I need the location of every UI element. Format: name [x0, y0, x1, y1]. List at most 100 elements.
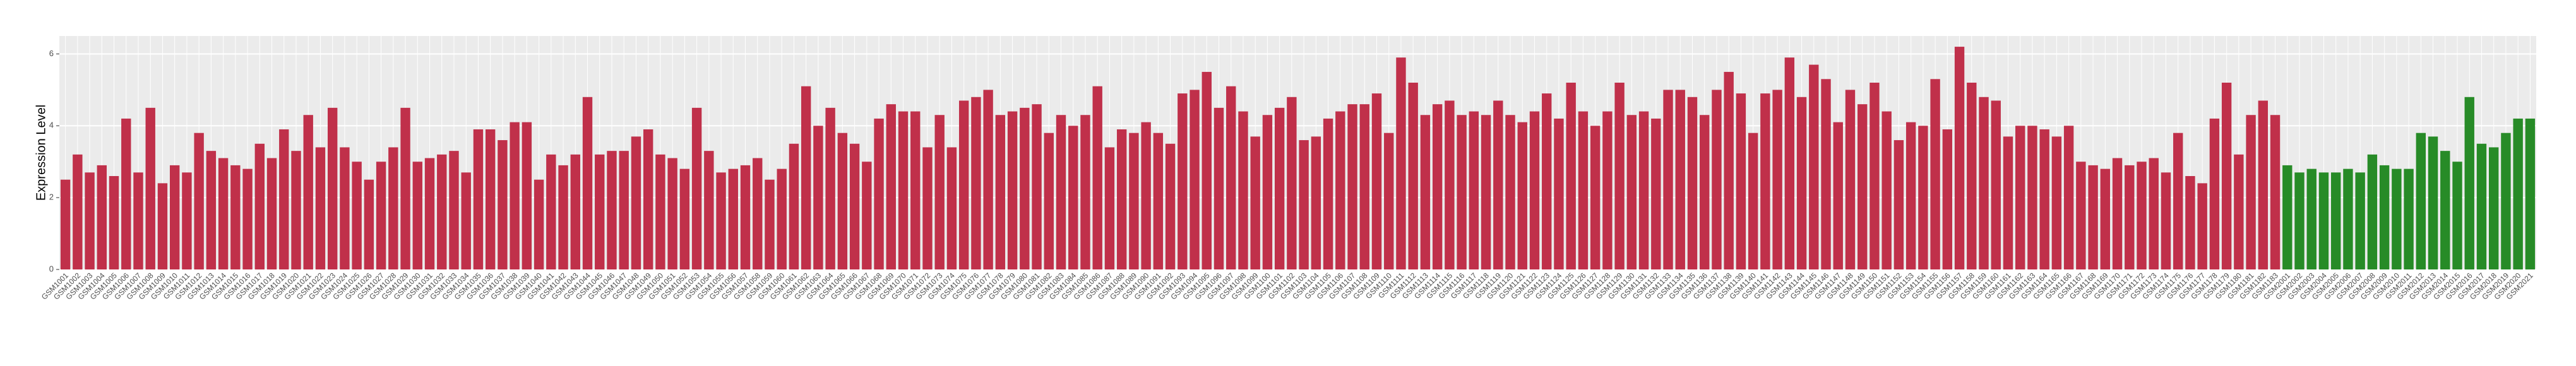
bar [218, 158, 229, 269]
bar [266, 158, 277, 269]
bar [1724, 71, 1734, 269]
bar [97, 165, 107, 269]
bar [607, 151, 617, 269]
bar [886, 104, 896, 269]
bar [1371, 93, 1382, 270]
bar [1396, 57, 1406, 270]
bar [1311, 136, 1321, 269]
bar [400, 107, 410, 269]
bar [1979, 97, 1989, 269]
bar [1080, 115, 1090, 269]
bar [1529, 111, 1540, 269]
bar [971, 97, 981, 269]
bar [2306, 168, 2317, 269]
bar [1445, 100, 1455, 269]
bar [910, 111, 921, 269]
bar [2137, 162, 2147, 269]
bar [1020, 107, 1030, 269]
bar [1881, 111, 1892, 269]
bar [2270, 115, 2281, 269]
bar [169, 165, 180, 269]
bar [2464, 97, 2474, 269]
y-tick-label: 0 [49, 264, 54, 273]
bar [534, 179, 544, 269]
bar [1335, 111, 1345, 269]
bar [485, 129, 496, 269]
bar [412, 162, 422, 269]
bar [1905, 122, 1916, 269]
bar [1857, 104, 1868, 269]
y-tick-label: 2 [49, 192, 54, 202]
bar [109, 176, 119, 269]
bar [1384, 133, 1394, 269]
bar [2476, 143, 2487, 269]
bar [753, 158, 763, 269]
bar [934, 115, 945, 269]
bar [60, 179, 71, 269]
bar [1566, 83, 1576, 269]
bar [1602, 111, 1613, 269]
bar [1845, 90, 1856, 269]
bar [279, 129, 289, 269]
bar [327, 107, 338, 269]
bar [1517, 122, 1527, 269]
bar [2355, 172, 2365, 269]
bar [1542, 93, 1552, 270]
bar [825, 107, 835, 269]
bar [1505, 115, 1515, 269]
bar [1457, 115, 1467, 269]
bar [995, 115, 1006, 269]
bar [73, 154, 83, 269]
bar [522, 122, 532, 269]
bar [2003, 136, 2013, 269]
bar [1651, 118, 1661, 269]
bar [2185, 176, 2195, 269]
bar [655, 154, 665, 269]
bar [510, 122, 520, 269]
bar [2125, 165, 2135, 269]
bar [1554, 118, 1564, 269]
bar [1190, 90, 1200, 269]
bar [2404, 168, 2414, 269]
bar [643, 129, 653, 269]
bar [1942, 129, 1953, 269]
bar [1104, 147, 1115, 269]
y-axis-label: Expression Level [34, 105, 48, 201]
bar [582, 97, 593, 269]
bar [1578, 111, 1589, 269]
bar [2452, 162, 2462, 269]
bar [2282, 165, 2293, 269]
bar [2318, 172, 2329, 269]
bar [631, 136, 641, 269]
bar [922, 147, 933, 269]
bar [1638, 111, 1649, 269]
y-tick-label: 6 [49, 49, 54, 58]
bar [1930, 79, 1940, 270]
bar [2440, 151, 2450, 269]
bar [1469, 111, 1479, 269]
bar [2367, 154, 2378, 269]
bar [1967, 83, 1977, 269]
bar [254, 143, 265, 269]
bar [704, 151, 714, 269]
bar [2331, 172, 2341, 269]
bar [1274, 107, 1285, 269]
bar [340, 147, 350, 269]
bar [157, 183, 168, 269]
bar [1700, 115, 1710, 269]
bar [1809, 64, 1819, 270]
bar [1178, 93, 1188, 270]
bar [813, 126, 823, 269]
bar [2416, 133, 2426, 269]
bar [1991, 100, 2001, 269]
bar [2173, 133, 2183, 269]
plot-background [59, 36, 2536, 269]
bar [570, 154, 580, 269]
bar [546, 154, 556, 269]
bar [461, 172, 471, 269]
bar [1250, 136, 1260, 269]
bar [1833, 122, 1843, 269]
bar [1481, 115, 1491, 269]
